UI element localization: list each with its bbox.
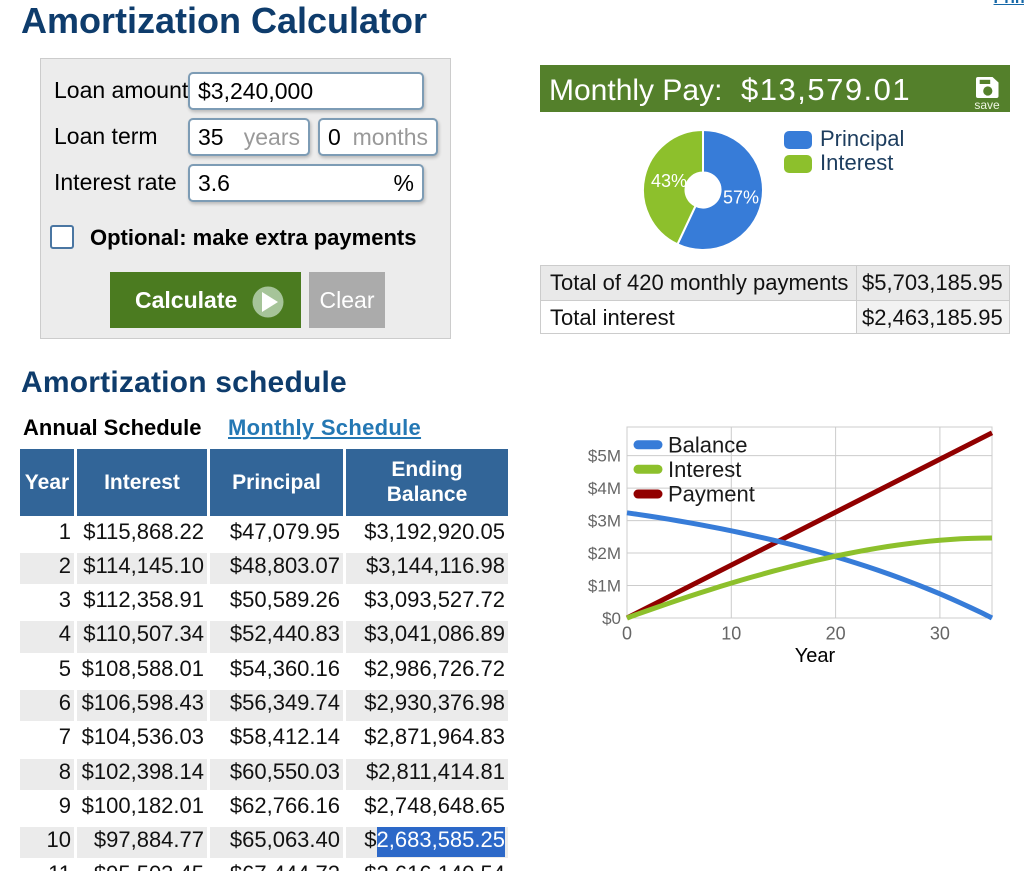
- svg-text:10: 10: [721, 624, 741, 644]
- svg-text:43%: 43%: [651, 171, 687, 191]
- svg-text:20: 20: [826, 624, 846, 644]
- svg-text:30: 30: [930, 624, 950, 644]
- svg-text:$5M: $5M: [588, 447, 621, 466]
- svg-text:Year: Year: [795, 645, 836, 667]
- svg-text:$2M: $2M: [588, 544, 621, 563]
- svg-text:$0: $0: [602, 609, 621, 628]
- svg-text:$1M: $1M: [588, 577, 621, 596]
- svg-text:0: 0: [622, 624, 632, 644]
- svg-text:$4M: $4M: [588, 479, 621, 498]
- svg-text:Payment: Payment: [668, 482, 755, 507]
- svg-text:Interest: Interest: [668, 457, 741, 482]
- svg-text:$3M: $3M: [588, 512, 621, 531]
- svg-text:57%: 57%: [723, 188, 759, 208]
- svg-text:Balance: Balance: [668, 432, 748, 457]
